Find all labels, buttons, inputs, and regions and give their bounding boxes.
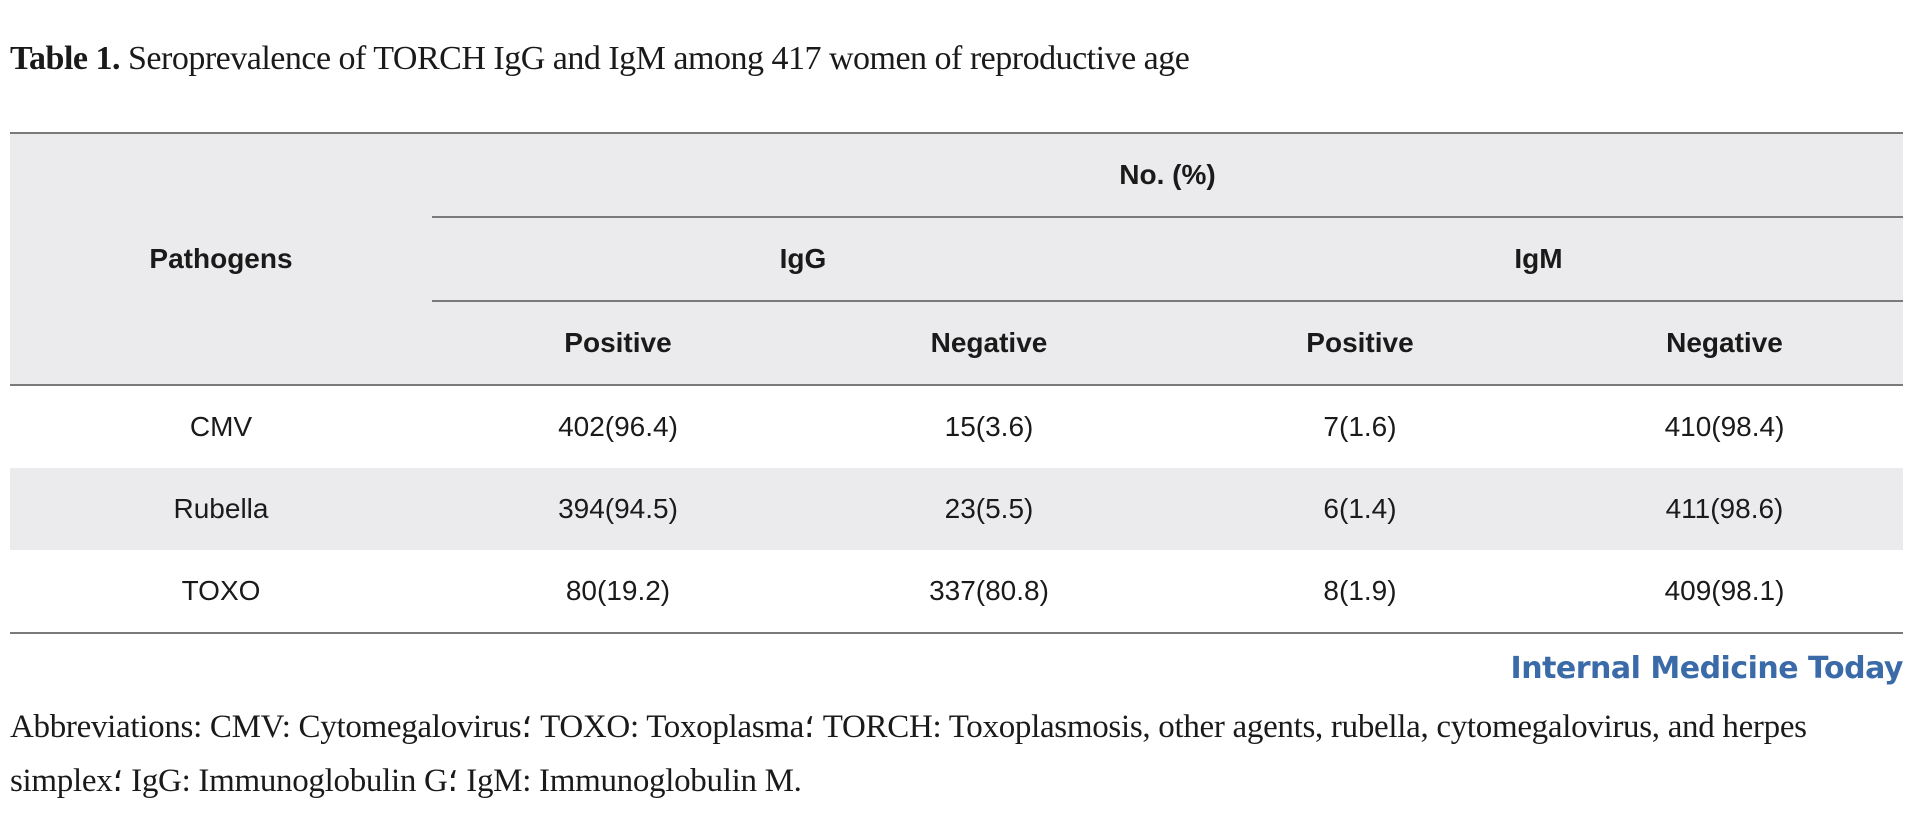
pathogen-cell: TOXO [10, 550, 432, 634]
caption-label: Table 1. [10, 40, 121, 77]
abbreviations-footnote: Abbreviations: CMV: Cytomegalovirus؛ TOX… [10, 709, 1807, 799]
table-header: Pathogens No. (%) IgG IgM Positive Negat… [10, 132, 1903, 386]
table-caption: Table 1. Seroprevalence of TORCH IgG and… [10, 40, 1190, 78]
caption-text: Seroprevalence of TORCH IgG and IgM amon… [128, 40, 1190, 77]
header-igg-negative: Negative [804, 301, 1174, 386]
header-no-percent: No. (%) [432, 132, 1903, 218]
table-body: CMV 402(96.4) 15(3.6) 7(1.6) 410(98.4) R… [10, 385, 1903, 634]
journal-brand: Internal Medicine Today [1510, 651, 1904, 686]
table-cell: 394(94.5) [558, 493, 678, 524]
header-group-igm: IgM [1174, 217, 1903, 302]
table-cell: 402(96.4) [558, 411, 678, 442]
table-cell: 15(3.6) [944, 411, 1034, 442]
header-pathogens: Pathogens [10, 132, 432, 386]
header-igm-negative: Negative [1546, 301, 1903, 386]
table-cell: 410(98.4) [1664, 411, 1785, 442]
table-cell: 80(19.2) [432, 550, 804, 634]
table-container: Pathogens No. (%) IgG IgM Positive Negat… [10, 132, 1903, 634]
table-cell: 7(1.6) [1323, 411, 1397, 442]
table-cell: 8(1.9) [1174, 550, 1546, 634]
table-cell: 6(1.4) [1323, 493, 1397, 524]
table-cell: 23(5.5) [944, 493, 1034, 524]
table-row: CMV 402(96.4) 15(3.6) 7(1.6) 410(98.4) [10, 385, 1903, 468]
header-igm-positive: Positive [1174, 301, 1546, 386]
table-row: Rubella 394(94.5) 23(5.5) 6(1.4) 411(98.… [10, 468, 1903, 550]
table-cell: 409(98.1) [1546, 550, 1903, 634]
header-igg-positive: Positive [432, 301, 804, 386]
header-group-igg: IgG [432, 217, 1174, 302]
pathogen-cell: CMV [189, 411, 253, 442]
table-cell: 411(98.6) [1665, 493, 1784, 524]
table-cell: 337(80.8) [804, 550, 1174, 634]
table-row: TOXO 80(19.2) 337(80.8) 8(1.9) 409(98.1) [10, 550, 1903, 634]
seroprevalence-table: Pathogens No. (%) IgG IgM Positive Negat… [10, 132, 1903, 634]
pathogen-cell: Rubella [173, 493, 269, 524]
